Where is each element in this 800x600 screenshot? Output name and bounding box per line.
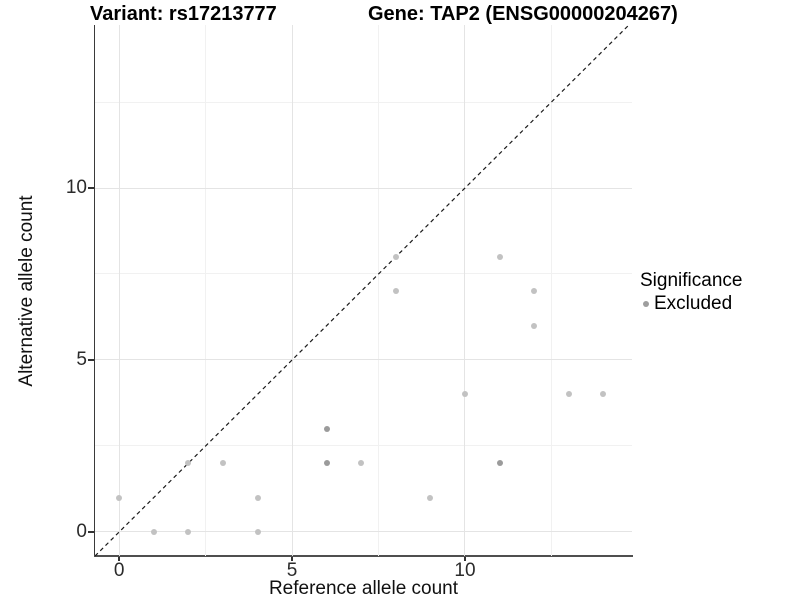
x-axis-tick bbox=[291, 557, 293, 561]
data-point bbox=[531, 322, 538, 329]
y-axis-tick bbox=[87, 359, 94, 361]
data-point bbox=[254, 528, 261, 535]
x-tick-label: 0 bbox=[113, 560, 125, 581]
x-axis-title: Reference allele count bbox=[268, 578, 459, 599]
data-point bbox=[427, 494, 434, 501]
plot-title-variant: Variant: rs17213777 bbox=[90, 3, 277, 25]
identity-line bbox=[94, 24, 630, 557]
data-point bbox=[358, 460, 365, 467]
y-tick-label: 0 bbox=[76, 520, 87, 542]
y-axis-line bbox=[93, 25, 95, 557]
data-point bbox=[565, 391, 572, 398]
data-point bbox=[150, 528, 157, 535]
data-point bbox=[323, 460, 330, 467]
legend-point-icon bbox=[643, 301, 649, 307]
y-axis-tick bbox=[87, 531, 94, 533]
data-point bbox=[531, 288, 538, 295]
data-point bbox=[392, 253, 399, 260]
x-tick-label: 5 bbox=[286, 560, 298, 581]
gridline-major-vertical bbox=[118, 25, 120, 556]
gridline-minor-vertical bbox=[205, 25, 207, 556]
data-point bbox=[496, 460, 503, 467]
data-point bbox=[392, 288, 399, 295]
gridline-major-vertical bbox=[291, 25, 293, 556]
data-point bbox=[496, 253, 503, 260]
data-point bbox=[219, 460, 226, 467]
data-point bbox=[254, 494, 261, 501]
gridline-minor-vertical bbox=[378, 25, 380, 556]
data-point bbox=[116, 494, 123, 501]
y-axis-title: Alternative allele count bbox=[16, 195, 37, 387]
data-point bbox=[323, 425, 330, 432]
gridline-minor-vertical bbox=[550, 25, 552, 556]
gridline-major-horizontal bbox=[95, 187, 632, 189]
y-axis-tick bbox=[87, 187, 94, 189]
legend-item-label: Excluded bbox=[654, 293, 733, 314]
x-tick-label: 10 bbox=[454, 560, 476, 581]
data-point bbox=[461, 391, 468, 398]
gridline-minor-horizontal bbox=[95, 445, 632, 447]
plot-title-gene: Gene: TAP2 (ENSG00000204267) bbox=[368, 3, 678, 25]
data-point bbox=[600, 391, 607, 398]
data-point bbox=[185, 528, 192, 535]
gridline-minor-horizontal bbox=[95, 101, 632, 103]
y-tick-label: 10 bbox=[65, 177, 87, 198]
gridline-major-horizontal bbox=[95, 531, 632, 533]
x-axis-line bbox=[93, 555, 633, 557]
data-point bbox=[185, 460, 192, 467]
y-tick-label: 5 bbox=[76, 348, 87, 370]
legend-title: Significance bbox=[640, 270, 743, 291]
x-axis-tick bbox=[118, 557, 120, 561]
gridline-major-vertical bbox=[464, 25, 466, 556]
x-axis-tick bbox=[464, 557, 466, 561]
plot-panel: Reference allele count 0 5 10 0 5 10 bbox=[66, 24, 632, 599]
gridline-minor-horizontal bbox=[95, 273, 632, 275]
legend-item-excluded: Excluded bbox=[640, 293, 798, 315]
gridline-major-horizontal bbox=[95, 359, 632, 361]
legend: Significance Excluded bbox=[640, 270, 798, 315]
